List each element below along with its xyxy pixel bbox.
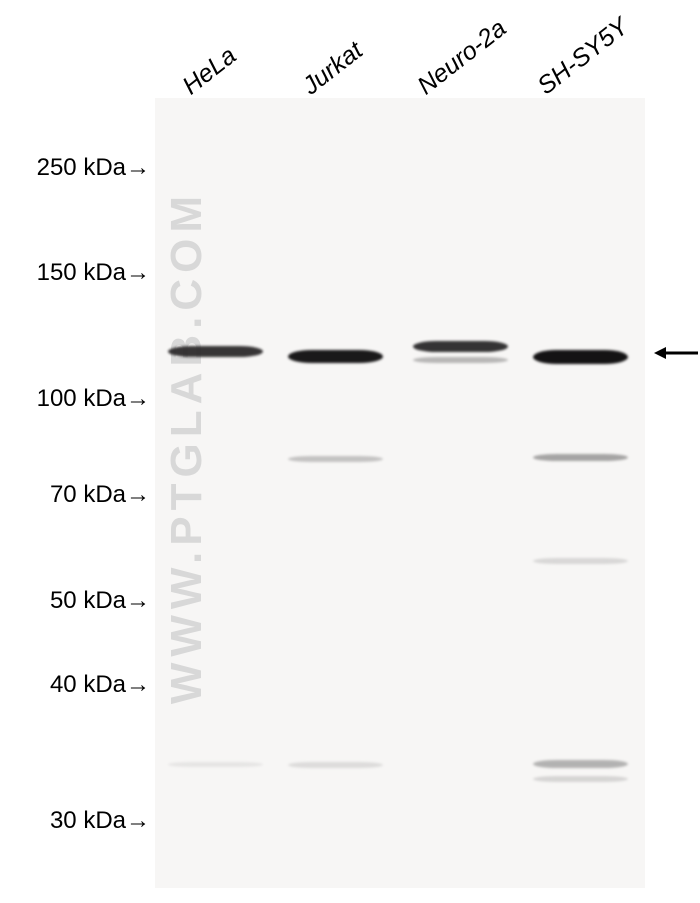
arrow-right-icon: → — [126, 481, 150, 508]
protein-band — [413, 341, 508, 352]
mw-marker-value: 70 kDa — [50, 481, 126, 508]
protein-band — [533, 760, 628, 768]
protein-band — [288, 762, 383, 768]
mw-marker-value: 150 kDa — [37, 259, 126, 286]
protein-band — [533, 454, 628, 461]
mw-marker-label: 100 kDa→ — [37, 385, 150, 413]
mw-marker-value: 50 kDa — [50, 587, 126, 614]
lane-label: HeLa — [177, 41, 242, 101]
blot-membrane-area — [155, 98, 645, 888]
protein-band — [168, 762, 263, 767]
mw-marker-label: 40 kDa→ — [50, 671, 150, 699]
mw-marker-label: 150 kDa→ — [37, 259, 150, 287]
protein-band — [413, 357, 508, 363]
mw-marker-value: 250 kDa — [37, 154, 126, 181]
protein-band — [288, 456, 383, 462]
arrow-right-icon: → — [126, 671, 150, 698]
mw-marker-value: 30 kDa — [50, 807, 126, 834]
arrow-right-icon: → — [126, 259, 150, 286]
lane-label: SH-SY5Y — [532, 12, 634, 101]
mw-marker-label: 250 kDa→ — [37, 154, 150, 182]
mw-marker-value: 40 kDa — [50, 671, 126, 698]
arrow-left-icon — [654, 344, 700, 362]
arrow-right-icon: → — [126, 385, 150, 412]
protein-band — [533, 558, 628, 564]
protein-band — [533, 350, 628, 364]
protein-band — [168, 346, 263, 357]
mw-marker-label: 30 kDa→ — [50, 807, 150, 835]
mw-marker-value: 100 kDa — [37, 385, 126, 412]
protein-band — [288, 350, 383, 363]
arrow-right-icon: → — [126, 154, 150, 181]
arrow-right-icon: → — [126, 587, 150, 614]
lane-label: Jurkat — [297, 36, 369, 101]
target-band-arrow — [654, 344, 700, 367]
mw-marker-label: 50 kDa→ — [50, 587, 150, 615]
mw-marker-label: 70 kDa→ — [50, 481, 150, 509]
arrow-right-icon: → — [126, 807, 150, 834]
protein-band — [533, 776, 628, 782]
lane-label: Neuro-2a — [412, 14, 512, 101]
